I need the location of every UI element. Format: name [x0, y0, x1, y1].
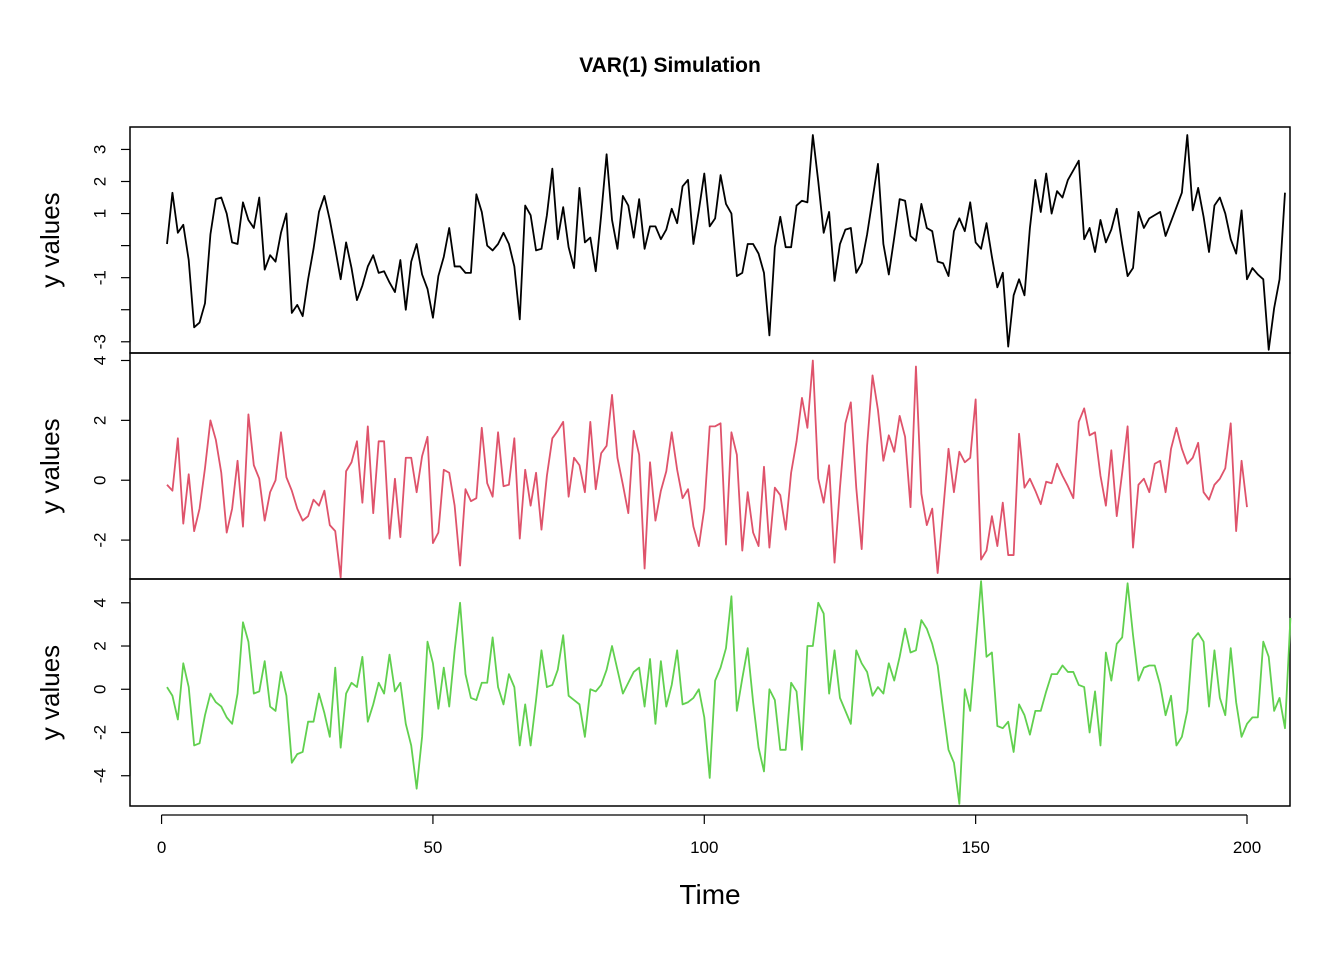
x-tick-label: 200: [1233, 838, 1261, 857]
panel-2: -2 0 2 4 y values: [35, 352, 1291, 580]
y-tick-label: -3: [91, 334, 110, 349]
x-tick-label: 0: [157, 838, 166, 857]
panel-frame: [129, 126, 1291, 354]
x-axis: 0 50 100 150 200: [157, 814, 1261, 857]
y-tick-label: -2: [91, 725, 110, 740]
y-axis-label: y values: [35, 645, 65, 740]
y-tick-label: -2: [91, 533, 110, 548]
series-line-2: [166, 359, 1248, 579]
y-axis-label: y values: [35, 418, 65, 513]
series-line-3: [166, 580, 1292, 805]
panels-group: -3 -1 1 2 3 y values -2 0 2 4 y values -4 -2 0 2 4 y val…: [35, 126, 1292, 807]
x-axis-label: Time: [679, 879, 740, 910]
y-tick-label: 4: [91, 598, 110, 607]
y-tick-label: -4: [91, 768, 110, 783]
x-tick-label: 50: [423, 838, 442, 857]
y-tick-label: 4: [91, 356, 110, 365]
y-axis-label: y values: [35, 192, 65, 287]
y-tick-label: 2: [91, 177, 110, 186]
y-tick-label: 1: [91, 209, 110, 218]
x-tick-label: 150: [961, 838, 989, 857]
y-tick-label: 2: [91, 641, 110, 650]
panel-3: -4 -2 0 2 4 y values: [35, 578, 1292, 807]
panel-frame: [129, 352, 1291, 580]
x-tick-label: 100: [690, 838, 718, 857]
chart-title: VAR(1) Simulation: [579, 54, 761, 77]
y-tick-label: 3: [91, 145, 110, 154]
y-tick-label: -1: [91, 270, 110, 285]
y-tick-label: 2: [91, 416, 110, 425]
y-tick-label: 0: [91, 685, 110, 694]
y-tick-label: 0: [91, 475, 110, 484]
series-line-1: [166, 134, 1286, 351]
panel-1: -3 -1 1 2 3 y values: [35, 126, 1291, 354]
